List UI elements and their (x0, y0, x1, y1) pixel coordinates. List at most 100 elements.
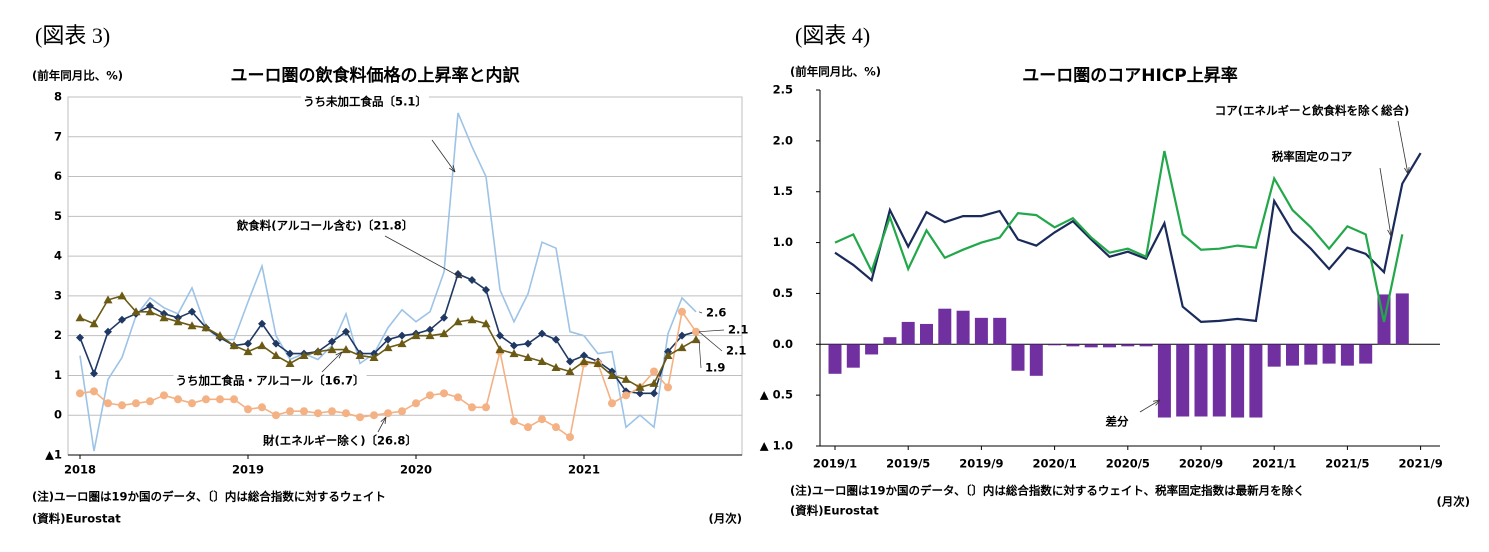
marker (650, 389, 658, 398)
marker (76, 333, 84, 342)
arrow-head (335, 351, 343, 359)
marker (76, 389, 84, 398)
label-bg (1103, 413, 1131, 430)
label-bg (1212, 102, 1412, 119)
bar (1304, 344, 1318, 365)
marker (243, 347, 253, 356)
marker (201, 323, 211, 332)
marker (313, 347, 323, 356)
marker (537, 357, 547, 366)
series-line (79, 309, 697, 439)
y-tick-label: 1.5 (773, 184, 793, 198)
marker (146, 301, 154, 310)
marker (229, 341, 239, 350)
annotation-arrow (321, 351, 343, 373)
x-tick-label: 2021/5 (1325, 457, 1369, 471)
marker (510, 417, 518, 426)
marker (244, 405, 252, 414)
marker (118, 401, 126, 410)
marker (328, 337, 336, 346)
x-tick-label: 2020/5 (1106, 457, 1150, 471)
marker (131, 307, 141, 316)
marker (510, 341, 518, 350)
arrow-head (380, 416, 387, 424)
marker (496, 331, 504, 340)
series-name: コア(エネルギーと飲食料を除く総合) (1215, 104, 1410, 118)
y-tick-label: ▲1 (45, 448, 62, 462)
x-tick-label: 2020/1 (1032, 457, 1076, 471)
marker (285, 359, 295, 368)
bar (1286, 344, 1299, 366)
marker (244, 339, 252, 348)
marker (691, 335, 701, 344)
y-tick-label: ▲ 1.0 (760, 439, 793, 453)
marker (342, 327, 350, 336)
marker (90, 369, 98, 378)
marker (453, 317, 463, 326)
marker (678, 331, 686, 340)
y-tick-label: 1 (54, 368, 62, 382)
figure-label: (図表 4) (795, 23, 870, 48)
bar (956, 310, 970, 345)
marker (397, 339, 407, 348)
source: (資料)Eurostat (790, 504, 879, 518)
marker (104, 399, 112, 408)
series-name: 飲食料(アルコール含む)〔21.8〕 (236, 219, 414, 233)
chart: (図表 4) (前年同月比、%) ユーロ圏のコアHICP上昇率 (注)ユーロ圏は19か… (760, 23, 1470, 517)
marker (271, 351, 281, 360)
end-value-label: 1.9 (705, 361, 725, 375)
marker (187, 321, 197, 330)
marker (411, 331, 421, 340)
y-tick-label: 1.0 (773, 235, 793, 249)
marker (188, 307, 196, 316)
marker (593, 359, 603, 368)
marker (230, 395, 238, 404)
annotation-arrow (431, 139, 456, 173)
marker (412, 399, 420, 408)
bar (1048, 344, 1062, 346)
annotation-arrow (384, 235, 463, 279)
marker (370, 411, 378, 420)
marker (649, 378, 659, 387)
marker (356, 413, 364, 422)
marker (89, 319, 99, 328)
chart: (図表 3) (前年同月比、%) ユーロ圏の飲食料価格の上昇率と内訳 (注)ユーロ圏は… (32, 23, 748, 525)
bar (1212, 344, 1226, 417)
leader-line (698, 329, 725, 333)
marker (327, 345, 337, 354)
marker (384, 335, 392, 344)
bar (865, 344, 879, 355)
marker (678, 307, 686, 316)
bar (846, 344, 860, 368)
marker (425, 331, 435, 340)
x-tick-label: 2020 (400, 463, 432, 477)
series-name: うち加工食品・アルコール〔16.7〕 (175, 374, 364, 388)
marker (146, 397, 154, 406)
bar (1084, 344, 1098, 348)
figure-label: (図表 3) (35, 23, 110, 48)
note: (注)ユーロ圏は19か国のデータ、〔〕内は総合指数に対するウェイト (32, 490, 386, 504)
marker (468, 403, 476, 412)
bar (1029, 344, 1043, 376)
unit-label: (前年同月比、%) (790, 65, 881, 79)
marker (300, 407, 308, 416)
marker (552, 423, 560, 432)
marker (495, 345, 505, 354)
end-value-label: 2.6 (706, 306, 726, 320)
bar (993, 317, 1007, 345)
marker (621, 374, 631, 383)
marker (635, 382, 645, 391)
marker (258, 403, 266, 412)
x-tick-label: 2020/9 (1179, 457, 1223, 471)
marker (664, 383, 672, 392)
marker (580, 351, 588, 360)
y-tick-label: 0.0 (773, 337, 793, 351)
label-bg (173, 372, 367, 389)
marker (636, 389, 644, 398)
marker (482, 285, 490, 294)
marker (384, 409, 392, 418)
arrow-head (1387, 229, 1393, 237)
marker (202, 395, 210, 404)
y-tick-label: 2.5 (773, 83, 793, 97)
marker (426, 391, 434, 400)
